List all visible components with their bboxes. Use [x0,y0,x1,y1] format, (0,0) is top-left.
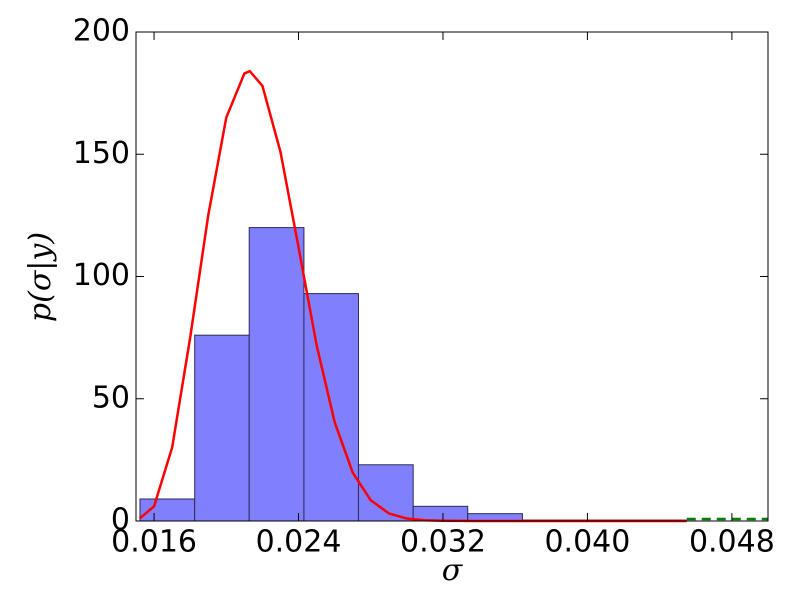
x-axis-label: σ [442,553,464,588]
y-tick-label: 50 [92,380,130,415]
histogram-bar [194,334,250,522]
y-tick-label: 150 [73,136,130,171]
y-tick-label: 0 [111,503,130,538]
x-tick-label: 0.040 [544,525,630,560]
y-tick-label: 100 [73,258,130,293]
line [138,69,687,523]
y-tick-label: 200 [73,14,130,49]
x-tick-label: 0.048 [689,525,775,560]
x-tick-label: 0.032 [400,525,486,560]
x-tick-label: 0.016 [111,525,197,560]
x-tick-label: 0.024 [256,525,342,560]
histogram-bar [248,227,305,522]
y-axis-label: p(σ|y) [23,232,58,322]
